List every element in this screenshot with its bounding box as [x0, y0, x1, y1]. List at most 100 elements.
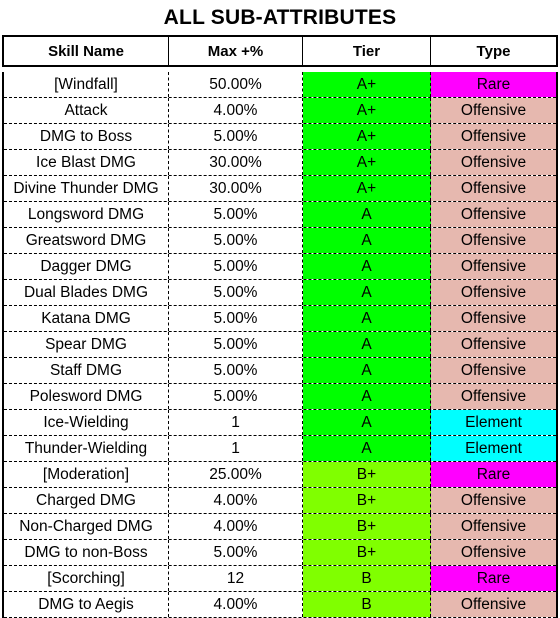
- type-cell[interactable]: Offensive: [431, 358, 556, 383]
- max-percent-cell[interactable]: 50.00%: [169, 72, 303, 97]
- type-cell[interactable]: Offensive: [431, 488, 556, 513]
- table-row: Longsword DMG 5.00% A Offensive: [4, 202, 556, 228]
- type-cell[interactable]: Offensive: [431, 228, 556, 253]
- skill-name-cell[interactable]: Divine Thunder DMG: [4, 176, 169, 201]
- max-percent-cell[interactable]: 5.00%: [169, 254, 303, 279]
- tier-cell[interactable]: A: [303, 280, 431, 305]
- type-cell[interactable]: Offensive: [431, 592, 556, 617]
- tier-cell[interactable]: B+: [303, 514, 431, 539]
- skill-name-cell[interactable]: Attack: [4, 98, 169, 123]
- skill-name-cell[interactable]: Polesword DMG: [4, 384, 169, 409]
- skill-name-cell[interactable]: Thunder-Wielding: [4, 436, 169, 461]
- table-row: [Scorching] 12 B Rare: [4, 566, 556, 592]
- skill-name-cell[interactable]: Non-Charged DMG: [4, 514, 169, 539]
- type-cell[interactable]: Element: [431, 410, 556, 435]
- tier-cell[interactable]: A: [303, 384, 431, 409]
- max-percent-cell[interactable]: 30.00%: [169, 176, 303, 201]
- type-cell[interactable]: Offensive: [431, 202, 556, 227]
- skill-name-cell[interactable]: [Windfall]: [4, 72, 169, 97]
- table-row: [Windfall] 50.00% A+ Rare: [4, 72, 556, 98]
- tier-cell[interactable]: B+: [303, 540, 431, 565]
- tier-cell[interactable]: A+: [303, 98, 431, 123]
- tier-cell[interactable]: B: [303, 566, 431, 591]
- type-cell[interactable]: Rare: [431, 462, 556, 487]
- skill-name-cell[interactable]: DMG to non-Boss: [4, 540, 169, 565]
- table-row: Ice Blast DMG 30.00% A+ Offensive: [4, 150, 556, 176]
- max-percent-cell[interactable]: 4.00%: [169, 592, 303, 617]
- type-cell[interactable]: Rare: [431, 72, 556, 97]
- type-cell[interactable]: Offensive: [431, 254, 556, 279]
- max-percent-cell[interactable]: 30.00%: [169, 150, 303, 175]
- max-percent-cell[interactable]: 5.00%: [169, 384, 303, 409]
- max-percent-cell[interactable]: 25.00%: [169, 462, 303, 487]
- table-row: Dual Blades DMG 5.00% A Offensive: [4, 280, 556, 306]
- column-header-max[interactable]: Max +%: [169, 37, 303, 65]
- type-cell[interactable]: Offensive: [431, 540, 556, 565]
- type-cell[interactable]: Offensive: [431, 306, 556, 331]
- tier-cell[interactable]: A+: [303, 150, 431, 175]
- skill-name-cell[interactable]: Dual Blades DMG: [4, 280, 169, 305]
- max-percent-cell[interactable]: 5.00%: [169, 332, 303, 357]
- table-row: Dagger DMG 5.00% A Offensive: [4, 254, 556, 280]
- tier-cell[interactable]: A: [303, 410, 431, 435]
- type-cell[interactable]: Offensive: [431, 124, 556, 149]
- tier-cell[interactable]: B: [303, 592, 431, 617]
- tier-cell[interactable]: A: [303, 358, 431, 383]
- tier-cell[interactable]: A: [303, 436, 431, 461]
- max-percent-cell[interactable]: 4.00%: [169, 488, 303, 513]
- max-percent-cell[interactable]: 4.00%: [169, 514, 303, 539]
- skill-name-cell[interactable]: Ice Blast DMG: [4, 150, 169, 175]
- table-row: Ice-Wielding 1 A Element: [4, 410, 556, 436]
- max-percent-cell[interactable]: 5.00%: [169, 540, 303, 565]
- skill-name-cell[interactable]: Dagger DMG: [4, 254, 169, 279]
- type-cell[interactable]: Offensive: [431, 332, 556, 357]
- tier-cell[interactable]: A: [303, 202, 431, 227]
- type-cell[interactable]: Offensive: [431, 98, 556, 123]
- skill-name-cell[interactable]: Charged DMG: [4, 488, 169, 513]
- max-percent-cell[interactable]: 5.00%: [169, 280, 303, 305]
- tier-cell[interactable]: A+: [303, 124, 431, 149]
- max-percent-cell[interactable]: 5.00%: [169, 358, 303, 383]
- max-percent-cell[interactable]: 12: [169, 566, 303, 591]
- skill-name-cell[interactable]: [Moderation]: [4, 462, 169, 487]
- max-percent-cell[interactable]: 5.00%: [169, 124, 303, 149]
- type-cell[interactable]: Offensive: [431, 176, 556, 201]
- type-cell[interactable]: Offensive: [431, 384, 556, 409]
- table-row: DMG to Aegis 4.00% B Offensive: [4, 592, 556, 618]
- column-header-tier[interactable]: Tier: [303, 37, 431, 65]
- tier-cell[interactable]: A: [303, 306, 431, 331]
- column-header-skill-name[interactable]: Skill Name: [4, 37, 169, 65]
- skill-name-cell[interactable]: [Scorching]: [4, 566, 169, 591]
- skill-name-cell[interactable]: DMG to Aegis: [4, 592, 169, 617]
- skill-name-cell[interactable]: Spear DMG: [4, 332, 169, 357]
- skill-name-cell[interactable]: Ice-Wielding: [4, 410, 169, 435]
- max-percent-cell[interactable]: 1: [169, 410, 303, 435]
- skill-name-cell[interactable]: Longsword DMG: [4, 202, 169, 227]
- tier-cell[interactable]: A: [303, 332, 431, 357]
- skill-name-cell[interactable]: Staff DMG: [4, 358, 169, 383]
- tier-cell[interactable]: B+: [303, 462, 431, 487]
- skill-name-cell[interactable]: DMG to Boss: [4, 124, 169, 149]
- skill-name-cell[interactable]: Greatsword DMG: [4, 228, 169, 253]
- table-row: [Moderation] 25.00% B+ Rare: [4, 462, 556, 488]
- tier-cell[interactable]: A: [303, 228, 431, 253]
- max-percent-cell[interactable]: 5.00%: [169, 306, 303, 331]
- table-row: Thunder-Wielding 1 A Element: [4, 436, 556, 462]
- tier-cell[interactable]: A+: [303, 72, 431, 97]
- type-cell[interactable]: Offensive: [431, 280, 556, 305]
- max-percent-cell[interactable]: 4.00%: [169, 98, 303, 123]
- column-header-type[interactable]: Type: [476, 42, 511, 60]
- type-cell[interactable]: Rare: [431, 566, 556, 591]
- max-percent-cell[interactable]: 1: [169, 436, 303, 461]
- table-row: Attack 4.00% A+ Offensive: [4, 98, 556, 124]
- max-percent-cell[interactable]: 5.00%: [169, 202, 303, 227]
- tier-cell[interactable]: A+: [303, 176, 431, 201]
- type-cell[interactable]: Element: [431, 436, 556, 461]
- tier-cell[interactable]: B+: [303, 488, 431, 513]
- type-cell[interactable]: Offensive: [431, 150, 556, 175]
- table-row: Charged DMG 4.00% B+ Offensive: [4, 488, 556, 514]
- skill-name-cell[interactable]: Katana DMG: [4, 306, 169, 331]
- max-percent-cell[interactable]: 5.00%: [169, 228, 303, 253]
- type-cell[interactable]: Offensive: [431, 514, 556, 539]
- tier-cell[interactable]: A: [303, 254, 431, 279]
